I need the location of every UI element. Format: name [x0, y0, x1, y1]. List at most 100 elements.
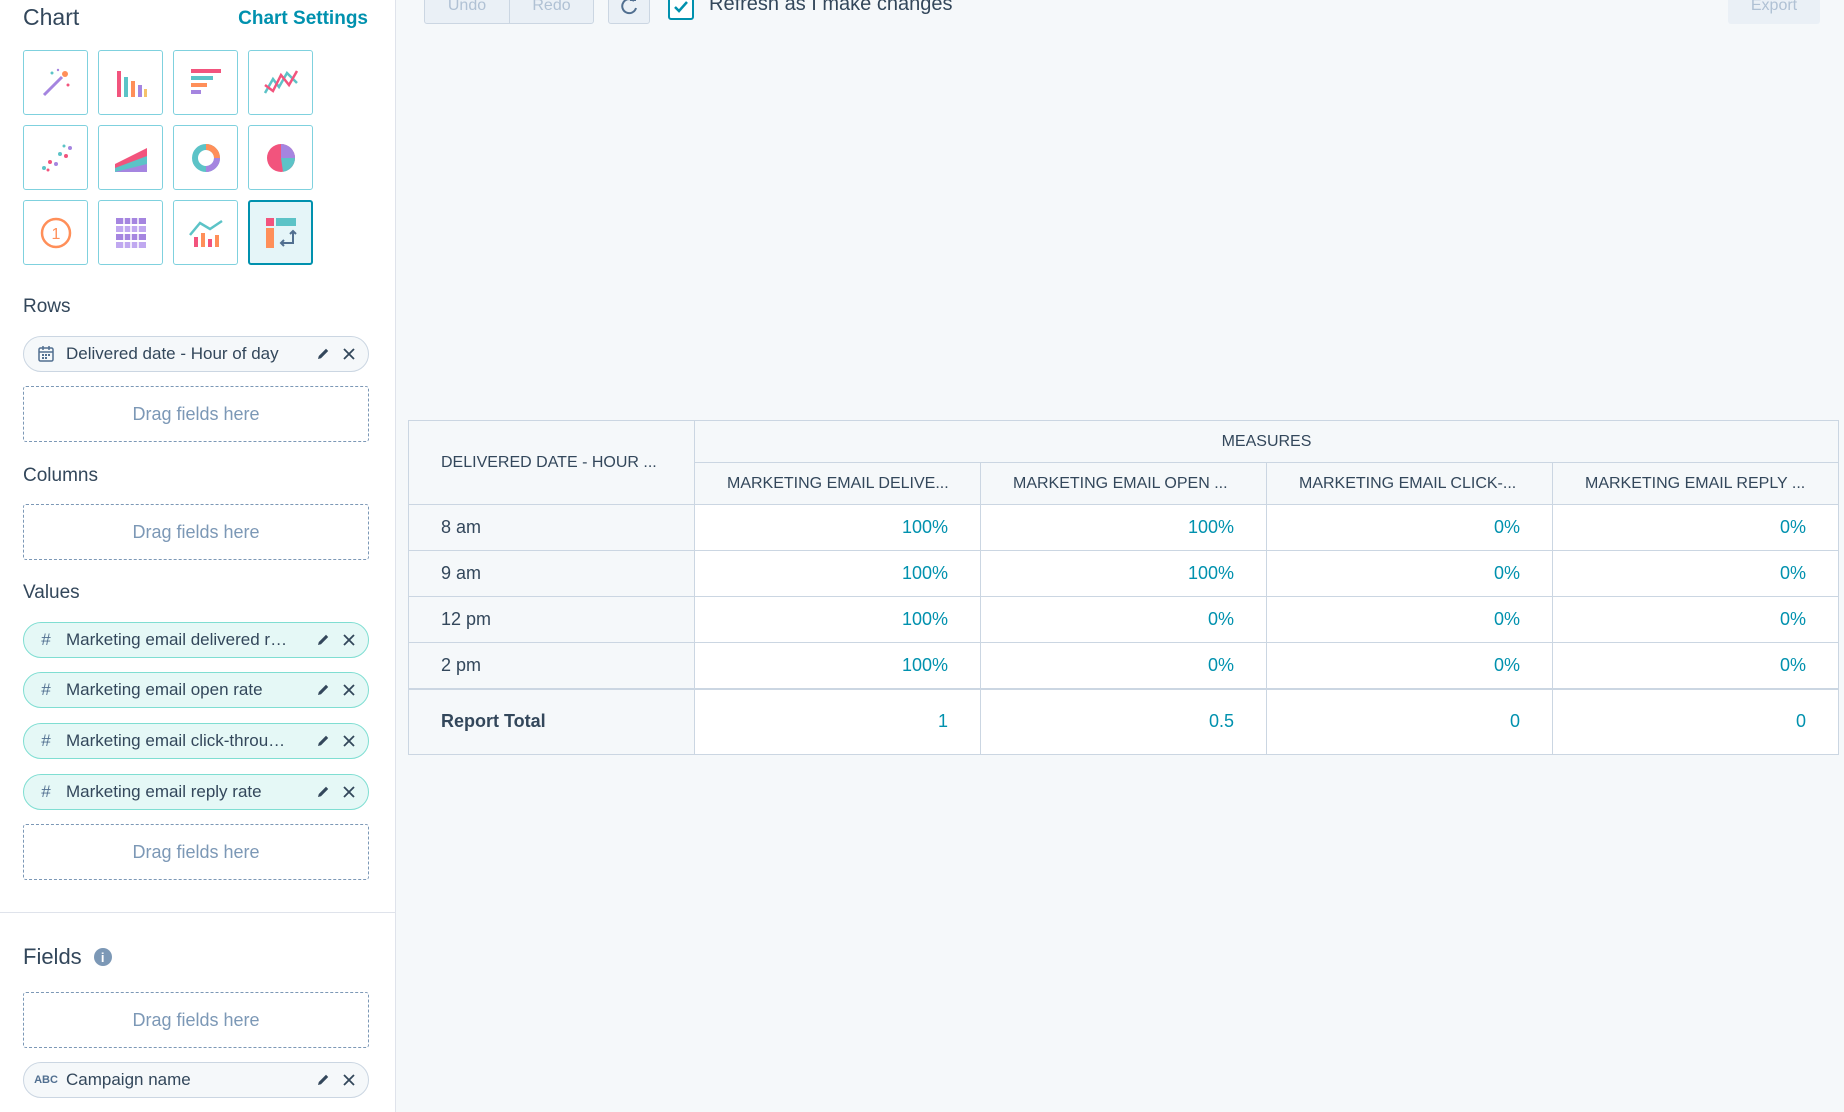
value-field-pill[interactable]: # Marketing email reply rate	[23, 774, 369, 810]
total-label: Report Total	[408, 687, 695, 755]
pill-label: Marketing email reply rate	[66, 782, 262, 801]
table-cell: 0%	[1266, 504, 1553, 551]
sidebar: Chart Chart Settings 1	[0, 0, 396, 1112]
chart-type-line-button[interactable]	[248, 50, 313, 115]
close-icon[interactable]	[338, 348, 360, 360]
close-icon[interactable]	[338, 1074, 360, 1086]
chart-type-pie-button[interactable]	[248, 125, 313, 190]
pencil-icon[interactable]	[312, 346, 334, 362]
vertical-bar-chart-icon	[116, 70, 147, 97]
hash-icon: #	[41, 731, 51, 750]
values-section-label: Values	[23, 582, 80, 603]
fields-drop-zone[interactable]: Drag fields here	[23, 992, 369, 1048]
chart-type-pivot-table-button[interactable]	[248, 200, 313, 265]
chart-type-vertical-bar-button[interactable]	[98, 50, 163, 115]
checkmark-icon	[674, 1, 688, 13]
table-cell: 0%	[980, 596, 1267, 643]
total-cell: 0	[1552, 687, 1839, 755]
close-icon[interactable]	[338, 684, 360, 696]
export-button[interactable]: Export	[1728, 0, 1820, 24]
chart-settings-link[interactable]: Chart Settings	[238, 8, 368, 29]
value-field-pill[interactable]: # Marketing email delivered r…	[23, 622, 369, 658]
pivot-table-icon	[265, 217, 297, 248]
fields-field-pill[interactable]: ABC Campaign name	[23, 1062, 369, 1098]
close-icon[interactable]	[338, 786, 360, 798]
pencil-icon[interactable]	[312, 632, 334, 648]
undo-button[interactable]: Undo	[447, 0, 487, 14]
chart-type-combination-button[interactable]	[173, 200, 238, 265]
chart-type-donut-button[interactable]	[173, 125, 238, 190]
close-icon[interactable]	[338, 634, 360, 646]
pencil-icon[interactable]	[312, 784, 334, 800]
svg-text:1: 1	[51, 226, 60, 243]
row-label: 9 am	[408, 550, 695, 597]
chart-type-table-button[interactable]	[98, 200, 163, 265]
redo-button[interactable]: Redo	[509, 0, 593, 23]
pill-label: Marketing email click-throu…	[66, 731, 286, 750]
close-icon[interactable]	[338, 735, 360, 747]
values-drop-zone[interactable]: Drag fields here	[23, 824, 369, 880]
pie-chart-icon	[266, 143, 295, 172]
rows-drop-zone[interactable]: Drag fields here	[23, 386, 369, 442]
total-cell: 0.5	[980, 687, 1267, 755]
pill-label: Marketing email open rate	[66, 680, 263, 699]
table-row: 12 pm 100% 0% 0% 0%	[408, 596, 1839, 643]
fields-label: Fields	[23, 944, 82, 969]
calendar-icon	[36, 345, 56, 363]
total-cell: 0	[1266, 687, 1553, 755]
chart-type-auto-button[interactable]	[23, 50, 88, 115]
column-header[interactable]: MARKETING EMAIL DELIVE...	[694, 462, 981, 505]
table-cell: 100%	[980, 504, 1267, 551]
donut-chart-icon	[191, 143, 220, 172]
fields-section-title: Fields i	[23, 944, 112, 970]
info-icon[interactable]: i	[93, 948, 112, 966]
columns-section-label: Columns	[23, 465, 98, 486]
refresh-button[interactable]	[608, 0, 650, 24]
chart-section-title: Chart	[23, 4, 80, 30]
table-cell: 100%	[694, 642, 981, 689]
table-cell: 0%	[1552, 504, 1839, 551]
horizontal-bar-chart-icon	[190, 68, 221, 94]
pill-label: Delivered date - Hour of day	[66, 344, 279, 363]
column-header[interactable]: MARKETING EMAIL OPEN ...	[980, 462, 1267, 505]
combination-chart-icon	[188, 219, 223, 247]
row-dimension-header[interactable]: DELIVERED DATE - HOUR ...	[408, 420, 695, 505]
area-chart-icon	[114, 147, 147, 172]
line-chart-icon	[263, 69, 298, 94]
value-field-pill[interactable]: # Marketing email open rate	[23, 672, 369, 708]
table-row: 8 am 100% 100% 0% 0%	[408, 504, 1839, 551]
refresh-checkbox[interactable]	[668, 0, 694, 20]
table-cell: 100%	[980, 550, 1267, 597]
columns-drop-zone[interactable]: Drag fields here	[23, 504, 369, 560]
scatter-chart-icon	[41, 144, 72, 171]
total-cell: 1	[694, 687, 981, 755]
refresh-label: Refresh as I make changes	[709, 0, 953, 15]
rows-field-pill[interactable]: Delivered date - Hour of day	[23, 336, 369, 372]
table-cell: 0%	[1266, 550, 1553, 597]
pencil-icon[interactable]	[312, 733, 334, 749]
chart-type-grid: 1	[23, 50, 313, 265]
chart-type-horizontal-bar-button[interactable]	[173, 50, 238, 115]
value-field-pill[interactable]: # Marketing email click-throu…	[23, 723, 369, 759]
undo-redo-group: Undo Redo	[424, 0, 594, 24]
hash-icon: #	[41, 680, 51, 699]
table-row: 9 am 100% 100% 0% 0%	[408, 550, 1839, 597]
table-cell: 100%	[694, 596, 981, 643]
table-cell: 0%	[980, 642, 1267, 689]
column-header[interactable]: MARKETING EMAIL CLICK-...	[1266, 462, 1553, 505]
row-label: 2 pm	[408, 642, 695, 689]
abc-icon: ABC	[34, 1074, 58, 1086]
chart-type-scatter-button[interactable]	[23, 125, 88, 190]
table-cell: 0%	[1552, 596, 1839, 643]
total-row: Report Total 1 0.5 0 0	[408, 687, 1839, 755]
pencil-icon[interactable]	[312, 1072, 334, 1088]
hash-icon: #	[41, 782, 51, 801]
row-label: 8 am	[408, 504, 695, 551]
chart-type-area-button[interactable]	[98, 125, 163, 190]
table-row: 2 pm 100% 0% 0% 0%	[408, 642, 1839, 689]
column-header[interactable]: MARKETING EMAIL REPLY ...	[1552, 462, 1839, 505]
pill-label: Campaign name	[66, 1070, 191, 1089]
pencil-icon[interactable]	[312, 682, 334, 698]
chart-type-summary-button[interactable]: 1	[23, 200, 88, 265]
pill-label: Marketing email delivered r…	[66, 630, 288, 649]
